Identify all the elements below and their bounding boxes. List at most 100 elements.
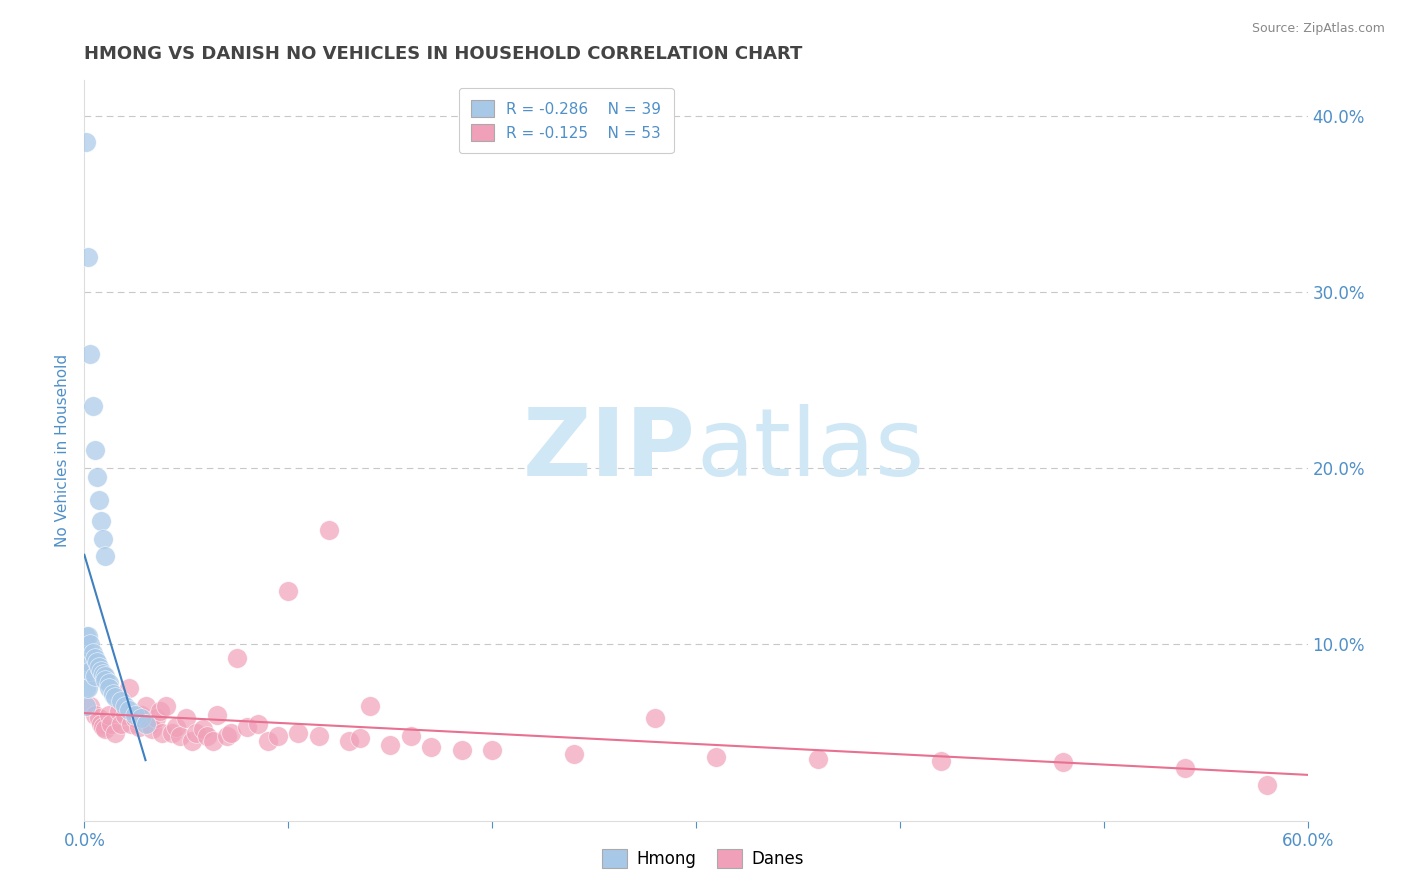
Point	[90, 716, 112, 731]
Point	[108, 704, 131, 718]
Point	[77, 628, 100, 642]
Point	[77, 681, 100, 696]
Point	[226, 651, 249, 665]
Point	[1174, 761, 1197, 775]
Point	[75, 681, 97, 696]
Point	[138, 716, 160, 731]
Point	[145, 711, 167, 725]
Point	[399, 729, 422, 743]
Point	[104, 690, 127, 705]
Point	[1052, 756, 1074, 770]
Point	[481, 743, 503, 757]
Point	[77, 655, 100, 669]
Point	[929, 754, 952, 768]
Point	[79, 346, 101, 360]
Point	[267, 729, 290, 743]
Point	[90, 514, 112, 528]
Point	[1256, 778, 1278, 792]
Point	[257, 734, 280, 748]
Point	[246, 716, 269, 731]
Point	[124, 707, 146, 722]
Point	[131, 707, 153, 722]
Point	[75, 646, 97, 660]
Point	[83, 707, 105, 722]
Point	[169, 729, 191, 743]
Point	[82, 646, 104, 660]
Point	[124, 711, 146, 725]
Point	[87, 711, 110, 725]
Point	[75, 699, 97, 714]
Point	[114, 707, 136, 722]
Point	[149, 704, 172, 718]
Point	[79, 637, 101, 651]
Point	[91, 532, 114, 546]
Text: HMONG VS DANISH NO VEHICLES IN HOUSEHOLD CORRELATION CHART: HMONG VS DANISH NO VEHICLES IN HOUSEHOLD…	[84, 45, 803, 63]
Point	[77, 250, 100, 264]
Point	[87, 660, 110, 674]
Legend: Hmong, Danes: Hmong, Danes	[595, 843, 811, 875]
Point	[191, 722, 214, 736]
Text: Source: ZipAtlas.com: Source: ZipAtlas.com	[1251, 22, 1385, 36]
Point	[110, 716, 132, 731]
Point	[97, 676, 120, 690]
Point	[450, 743, 472, 757]
Point	[308, 729, 330, 743]
Point	[83, 651, 105, 665]
Point	[236, 720, 259, 734]
Point	[349, 731, 371, 745]
Point	[86, 655, 108, 669]
Point	[93, 673, 115, 687]
Point	[287, 725, 309, 739]
Point	[201, 734, 224, 748]
Point	[86, 470, 108, 484]
Point	[87, 492, 110, 507]
Point	[75, 664, 97, 678]
Point	[195, 729, 218, 743]
Point	[75, 135, 97, 149]
Point	[807, 752, 830, 766]
Point	[339, 734, 361, 748]
Point	[217, 729, 239, 743]
Point	[644, 711, 666, 725]
Point	[110, 694, 132, 708]
Point	[135, 716, 157, 731]
Text: ZIP: ZIP	[523, 404, 696, 497]
Point	[359, 699, 381, 714]
Point	[91, 720, 114, 734]
Point	[150, 725, 173, 739]
Point	[160, 725, 183, 739]
Point	[101, 687, 124, 701]
Point	[93, 722, 115, 736]
Point	[128, 720, 150, 734]
Y-axis label: No Vehicles in Household: No Vehicles in Household	[55, 354, 70, 547]
Point	[104, 725, 127, 739]
Point	[141, 722, 163, 736]
Point	[79, 699, 101, 714]
Point	[93, 669, 115, 683]
Point	[186, 725, 208, 739]
Point	[91, 667, 114, 681]
Point	[93, 549, 115, 564]
Point	[205, 707, 228, 722]
Point	[380, 738, 402, 752]
Point	[706, 750, 728, 764]
Point	[100, 716, 122, 731]
Point	[97, 707, 120, 722]
Point	[114, 699, 136, 714]
Point	[155, 699, 177, 714]
Point	[135, 699, 157, 714]
Point	[120, 716, 142, 731]
Point	[79, 664, 101, 678]
Point	[277, 584, 299, 599]
Point	[97, 681, 120, 696]
Point	[420, 739, 443, 754]
Point	[174, 711, 197, 725]
Point	[131, 711, 153, 725]
Point	[562, 747, 585, 761]
Point	[165, 720, 187, 734]
Point	[82, 400, 104, 414]
Point	[118, 681, 141, 696]
Point	[83, 443, 105, 458]
Point	[118, 703, 141, 717]
Point	[75, 628, 97, 642]
